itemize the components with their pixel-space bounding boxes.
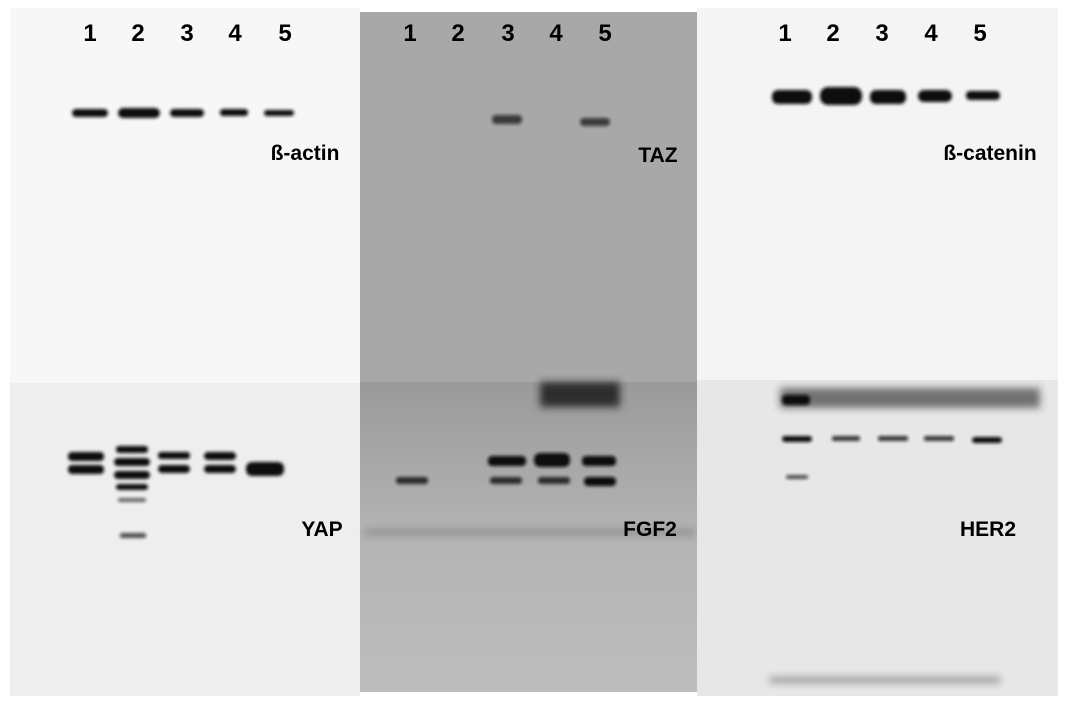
lane-number: 2 — [826, 20, 839, 47]
lane-number: 1 — [403, 20, 416, 47]
lane-number: 2 — [451, 20, 464, 47]
protein-label: YAP — [301, 518, 342, 541]
protein-label: ß-catenin — [943, 142, 1036, 165]
protein-label: FGF2 — [623, 518, 677, 541]
lane-number: 3 — [875, 20, 888, 47]
lane-number: 2 — [131, 20, 144, 47]
left-blot — [10, 8, 360, 696]
lane-number: 1 — [83, 20, 96, 47]
protein-label: HER2 — [960, 518, 1016, 541]
lane-number: 3 — [180, 20, 193, 47]
lane-number: 1 — [778, 20, 791, 47]
labels: 1 2 3 4 5 ß-actin YAP 1 2 3 4 5 TAZ FGF2 1 2 3 4 5 ß-cateni… — [83, 20, 1036, 541]
protein-label: TAZ — [638, 144, 677, 167]
lane-number: 4 — [549, 20, 563, 47]
lane-number: 4 — [924, 20, 938, 47]
lane-number: 3 — [501, 20, 514, 47]
right-blot — [697, 8, 1058, 696]
lane-number: 5 — [598, 20, 611, 47]
lane-number: 5 — [278, 20, 291, 47]
lane-number: 5 — [973, 20, 986, 47]
lane-number: 4 — [228, 20, 242, 47]
protein-label: ß-actin — [271, 142, 340, 165]
middle-blot — [360, 12, 697, 692]
